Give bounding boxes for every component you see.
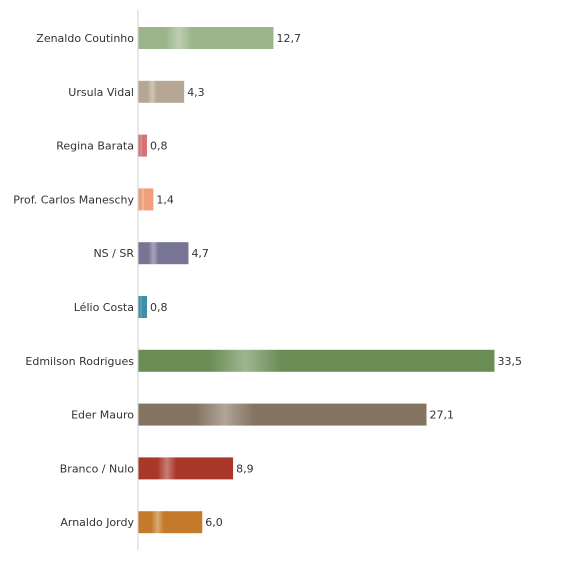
category-label-8: Branco / Nulo xyxy=(60,462,135,475)
bar-8 xyxy=(138,457,234,480)
value-label-8: 8,9 xyxy=(236,462,254,475)
category-label-4: NS / SR xyxy=(93,247,134,260)
category-label-5: Lélio Costa xyxy=(74,301,134,314)
category-label-9: Arnaldo Jordy xyxy=(60,516,134,529)
value-label-2: 0,8 xyxy=(150,140,168,153)
category-label-7: Eder Mauro xyxy=(71,409,134,422)
bar-3 xyxy=(138,188,154,211)
value-label-0: 12,7 xyxy=(276,32,301,45)
bar-5 xyxy=(138,296,148,318)
bar-6 xyxy=(138,349,495,372)
bar-9 xyxy=(138,511,203,534)
category-label-1: Ursula Vidal xyxy=(68,86,134,99)
category-label-2: Regina Barata xyxy=(56,140,134,153)
category-label-6: Edmilson Rodrigues xyxy=(25,355,134,368)
value-label-1: 4,3 xyxy=(187,86,205,99)
category-label-0: Zenaldo Coutinho xyxy=(36,32,134,45)
value-label-9: 6,0 xyxy=(205,516,223,529)
bars-layer: Zenaldo Coutinho 12,7 Ursula Vidal 4,3 Regin… xyxy=(13,27,523,534)
value-label-4: 4,7 xyxy=(191,247,209,260)
value-label-7: 27,1 xyxy=(429,409,454,422)
value-label-3: 1,4 xyxy=(156,193,174,206)
bar-4 xyxy=(138,242,189,265)
value-label-6: 33,5 xyxy=(498,355,523,368)
bar-1 xyxy=(138,80,185,103)
category-label-3: Prof. Carlos Maneschy xyxy=(13,193,134,206)
bar-7 xyxy=(138,403,427,426)
bar-0 xyxy=(138,27,274,49)
value-label-5: 0,8 xyxy=(150,301,168,314)
bar-2 xyxy=(138,134,148,157)
